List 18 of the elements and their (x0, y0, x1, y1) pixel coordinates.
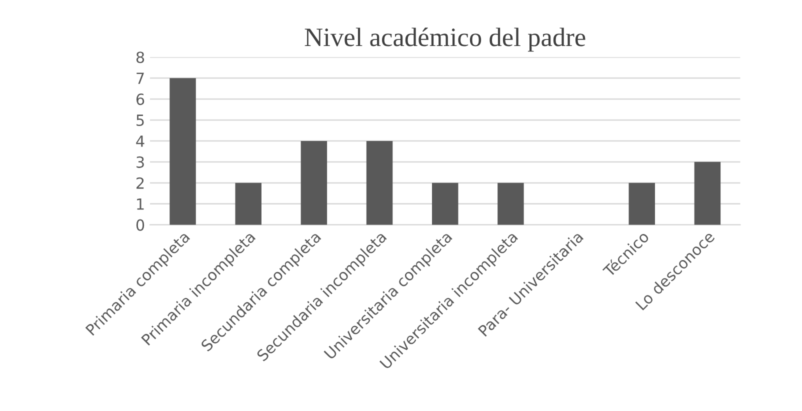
bar (170, 78, 196, 225)
bar (432, 182, 458, 225)
y-tick-label: 8 (136, 52, 144, 64)
y-tick-label: 1 (137, 198, 144, 210)
bar (498, 182, 524, 225)
bar (235, 182, 262, 225)
bar (628, 182, 655, 225)
y-tick-label: 5 (136, 114, 144, 126)
y-tick-label: 3 (136, 156, 144, 168)
bar (366, 140, 393, 225)
y-tick-label: 0 (136, 219, 144, 231)
bar (694, 162, 721, 225)
y-tick-label: 4 (136, 136, 144, 147)
y-tick-label: 6 (136, 94, 144, 106)
chart-title: Nivel académico del padre (304, 28, 586, 52)
y-tick-label: 7 (136, 72, 144, 84)
y-tick-label: 2 (136, 177, 144, 189)
bar (300, 140, 328, 225)
